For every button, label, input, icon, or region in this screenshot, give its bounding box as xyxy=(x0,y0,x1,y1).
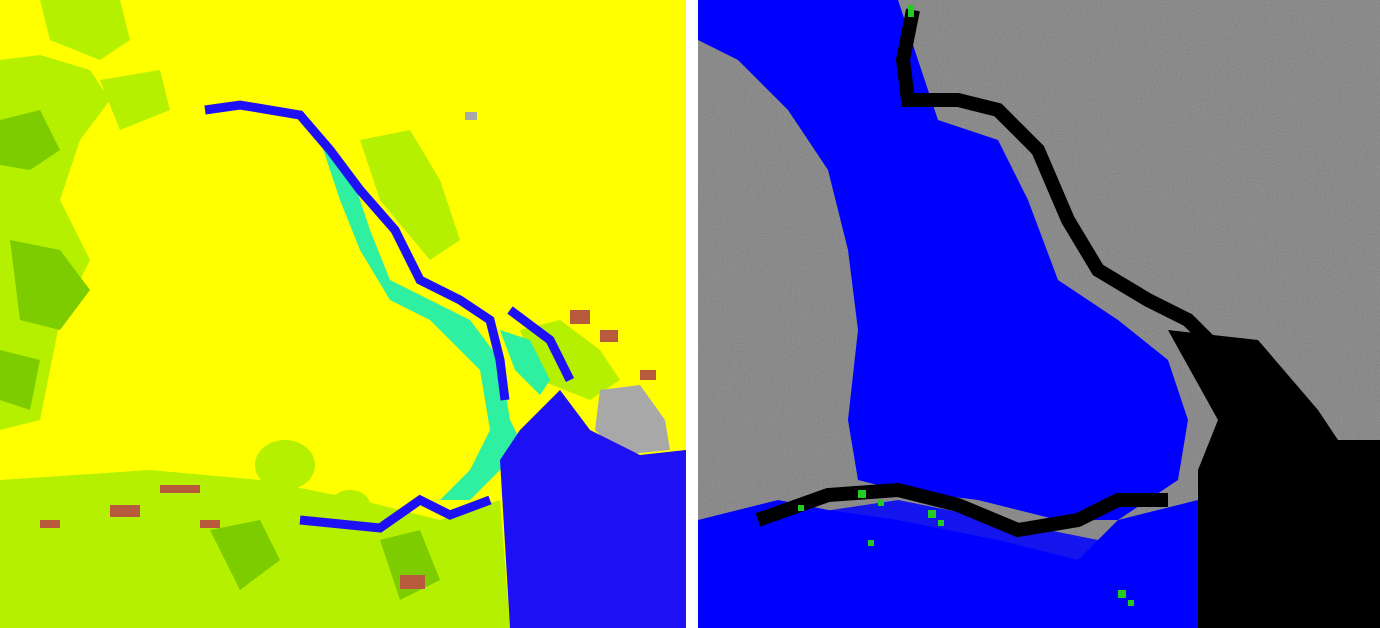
wetland-island xyxy=(500,330,550,395)
river-channel xyxy=(204,100,575,533)
flood-extent xyxy=(698,0,1198,628)
estuary-water xyxy=(1168,330,1380,628)
urban-patch xyxy=(465,112,477,120)
urban-area xyxy=(595,385,670,455)
sar-flood-map xyxy=(698,0,1380,628)
river-channel xyxy=(755,8,1223,538)
flooded-vegetation xyxy=(798,5,1134,606)
land-cover-map-svg xyxy=(0,0,686,628)
land-cover-map xyxy=(0,0,686,628)
forest-patches xyxy=(0,110,440,600)
estuary-water xyxy=(500,390,686,628)
sar-flood-map-svg xyxy=(698,0,1380,628)
wetland-area xyxy=(320,140,520,500)
cropland-patches xyxy=(40,310,656,589)
